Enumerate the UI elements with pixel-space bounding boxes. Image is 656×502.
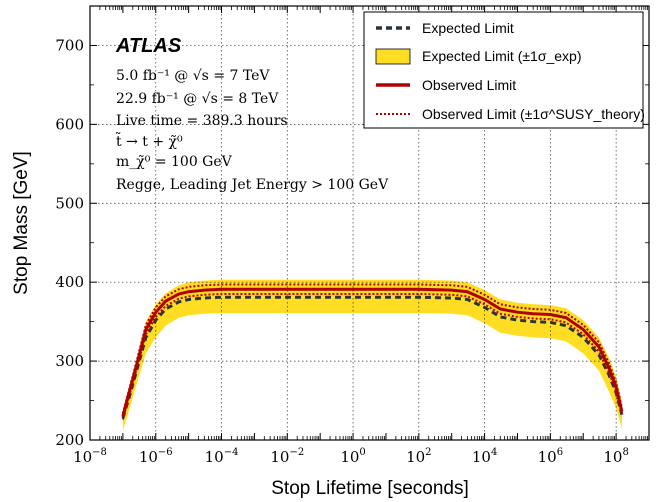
y-tick-label: 600 [55,115,84,133]
legend-label-observed-theory: Observed Limit (±1σ^SUSY_theory) [422,106,645,122]
x-tick-label: 10−6 [139,447,173,466]
x-tick-label: 106 [538,447,563,466]
observed-theory-lower-line [121,293,623,420]
ticks-layer: 10−8 10−6 10−4 10−2 100 102 104 106 108 200 300 400… [55,5,650,466]
grid-layer [90,6,649,440]
y-axis-label: Stop Mass [GeV] [11,151,32,295]
lumi-7tev-label: 5.0 fb⁻¹ @ √s = 7 TeV [116,68,270,84]
legend-label-expected: Expected Limit [422,20,514,36]
annotation-block: ATLAS 5.0 fb⁻¹ @ √s = 7 TeV 22.9 fb⁻¹ @ … [115,35,389,193]
x-tick-label: 100 [340,447,365,466]
legend-label-observed: Observed Limit [422,77,516,93]
live-time-label: Live time = 389.3 hours [116,113,288,129]
expected-band [122,279,622,431]
x-axis-label: Stop Lifetime [seconds] [271,478,469,499]
x-tick-label: 104 [472,447,497,466]
expected-limit-line [121,295,624,419]
y-tick-label: 500 [55,194,84,212]
x-tick-label: 10−4 [205,447,239,466]
y-tick-label: 400 [55,273,84,291]
lines-layer [121,283,624,420]
decay-label: t̃ → t + χ̃⁰ [116,131,183,150]
lumi-8tev-label: 22.9 fb⁻¹ @ √s = 8 TeV [116,91,279,107]
legend: Expected Limit Expected Limit (±1σ_exp) … [363,11,645,129]
lsp-mass-label: m_χ̃⁰ = 100 GeV [116,154,233,170]
y-tick-label: 200 [55,431,84,449]
x-tick-label: 102 [406,447,431,466]
y-tick-label: 700 [55,36,84,54]
observed-limit-line [121,287,624,417]
bands-layer [122,279,622,431]
x-tick-label: 10−8 [73,447,107,466]
y-tick-label: 300 [55,352,84,370]
plot-frame [89,5,650,441]
x-tick-label: 10−2 [270,447,304,466]
observed-theory-upper-line [121,283,623,414]
experiment-label: ATLAS [115,35,182,57]
legend-label-expected-band: Expected Limit (±1σ_exp) [422,48,582,64]
legend-swatch-expected-band [375,48,411,65]
x-tick-label: 108 [603,447,628,466]
model-label: Regge, Leading Jet Energy > 100 GeV [116,177,389,193]
legend-box [363,11,644,129]
